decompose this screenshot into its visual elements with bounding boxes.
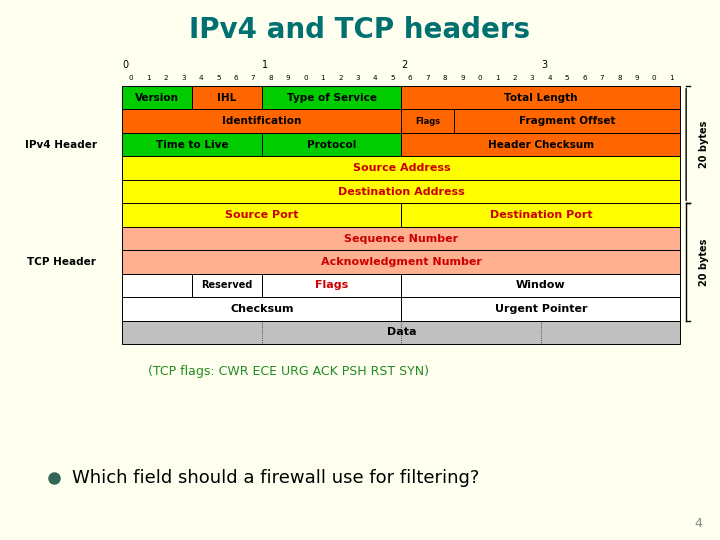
Text: Checksum: Checksum — [230, 304, 294, 314]
Text: IHL: IHL — [217, 92, 237, 103]
Text: Window: Window — [516, 280, 566, 291]
Text: 0: 0 — [652, 75, 657, 80]
Text: Type of Service: Type of Service — [287, 92, 377, 103]
Text: 6: 6 — [408, 75, 413, 80]
Text: 0: 0 — [303, 75, 308, 80]
Text: 4: 4 — [694, 517, 702, 530]
FancyBboxPatch shape — [402, 274, 680, 297]
Text: Sequence Number: Sequence Number — [344, 233, 459, 244]
Text: TCP Header: TCP Header — [27, 257, 96, 267]
FancyBboxPatch shape — [122, 297, 402, 321]
Text: 7: 7 — [426, 75, 430, 80]
Text: 0: 0 — [122, 60, 129, 70]
FancyBboxPatch shape — [122, 321, 680, 344]
Text: Flags: Flags — [315, 280, 348, 291]
Text: (TCP flags: CWR ECE URG ACK PSH RST SYN): (TCP flags: CWR ECE URG ACK PSH RST SYN) — [148, 364, 428, 377]
Text: 9: 9 — [286, 75, 290, 80]
Text: 9: 9 — [634, 75, 639, 80]
Text: Header Checksum: Header Checksum — [488, 139, 594, 150]
FancyBboxPatch shape — [122, 109, 402, 133]
Text: 4: 4 — [547, 75, 552, 80]
Text: 5: 5 — [390, 75, 395, 80]
Text: 4: 4 — [373, 75, 377, 80]
Text: 2: 2 — [402, 60, 408, 70]
Text: 5: 5 — [216, 75, 220, 80]
Text: 2: 2 — [338, 75, 343, 80]
Text: 0: 0 — [477, 75, 482, 80]
Text: Protocol: Protocol — [307, 139, 356, 150]
Text: 3: 3 — [541, 60, 547, 70]
Text: Urgent Pointer: Urgent Pointer — [495, 304, 587, 314]
Text: 6: 6 — [233, 75, 238, 80]
FancyBboxPatch shape — [262, 133, 402, 156]
FancyBboxPatch shape — [122, 180, 680, 203]
Text: 1: 1 — [495, 75, 500, 80]
Text: 2: 2 — [163, 75, 168, 80]
Text: 4: 4 — [199, 75, 203, 80]
Text: Fragment Offset: Fragment Offset — [519, 116, 616, 126]
Text: Data: Data — [387, 327, 416, 338]
Text: Source Address: Source Address — [353, 163, 450, 173]
Text: 20 bytes: 20 bytes — [699, 121, 709, 168]
Text: 9: 9 — [460, 75, 464, 80]
FancyBboxPatch shape — [122, 203, 402, 227]
Text: 2: 2 — [513, 75, 517, 80]
Text: Reserved: Reserved — [202, 280, 253, 291]
Text: Destination Address: Destination Address — [338, 186, 465, 197]
Text: Flags: Flags — [415, 117, 440, 126]
Text: Total Length: Total Length — [504, 92, 577, 103]
Text: 1: 1 — [262, 60, 268, 70]
Text: 3: 3 — [530, 75, 534, 80]
FancyBboxPatch shape — [122, 250, 680, 274]
FancyBboxPatch shape — [122, 274, 192, 297]
Text: 5: 5 — [564, 75, 570, 80]
FancyBboxPatch shape — [122, 156, 680, 180]
Text: 1: 1 — [670, 75, 674, 80]
FancyBboxPatch shape — [402, 86, 680, 109]
Text: 20 bytes: 20 bytes — [699, 238, 709, 286]
FancyBboxPatch shape — [262, 86, 402, 109]
Text: Destination Port: Destination Port — [490, 210, 593, 220]
Text: 8: 8 — [617, 75, 621, 80]
Text: 6: 6 — [582, 75, 587, 80]
Text: IPv4 and TCP headers: IPv4 and TCP headers — [189, 16, 531, 44]
FancyBboxPatch shape — [122, 227, 680, 250]
FancyBboxPatch shape — [402, 133, 680, 156]
Text: 3: 3 — [356, 75, 360, 80]
Text: 7: 7 — [251, 75, 256, 80]
Text: Which field should a firewall use for filtering?: Which field should a firewall use for fi… — [72, 469, 480, 487]
FancyBboxPatch shape — [122, 133, 262, 156]
Text: Acknowledgment Number: Acknowledgment Number — [321, 257, 482, 267]
FancyBboxPatch shape — [402, 109, 454, 133]
Text: 3: 3 — [181, 75, 186, 80]
Text: 7: 7 — [600, 75, 604, 80]
FancyBboxPatch shape — [192, 86, 262, 109]
FancyBboxPatch shape — [454, 109, 680, 133]
Text: 1: 1 — [320, 75, 325, 80]
Text: Version: Version — [135, 92, 179, 103]
FancyBboxPatch shape — [402, 203, 680, 227]
Text: 8: 8 — [269, 75, 273, 80]
Text: Source Port: Source Port — [225, 210, 299, 220]
Text: 8: 8 — [443, 75, 447, 80]
Text: 0: 0 — [129, 75, 133, 80]
Text: IPv4 Header: IPv4 Header — [25, 139, 97, 150]
Text: Identification: Identification — [222, 116, 302, 126]
FancyBboxPatch shape — [262, 274, 402, 297]
FancyBboxPatch shape — [122, 86, 192, 109]
FancyBboxPatch shape — [402, 297, 680, 321]
Text: 1: 1 — [146, 75, 151, 80]
Text: Time to Live: Time to Live — [156, 139, 228, 150]
FancyBboxPatch shape — [192, 274, 262, 297]
